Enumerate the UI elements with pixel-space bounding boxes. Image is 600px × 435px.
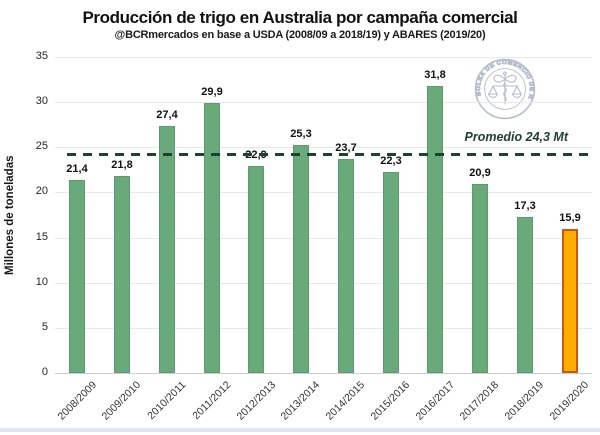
x-tick-label-2015-2016: 2015/2016 [368,379,413,423]
bar-value-label-2016-2017: 31,8 [424,69,446,81]
x-tick-label-2009-2010: 2009/2010 [100,379,144,423]
bar-2012-2013 [248,166,264,373]
bar-2014-2015 [338,159,354,373]
bar-value-label-2010-2011: 27,4 [156,109,178,121]
window-bottom-edge [0,428,600,432]
x-tick-label-2012-2013: 2012/2013 [234,379,278,423]
gridline-20 [55,192,592,193]
average-line-label: Promedio 24,3 Mt [464,130,569,144]
gridline-5 [55,328,592,329]
y-tick-label-10: 10 [35,276,48,288]
y-tick-label-30: 30 [35,95,48,107]
caduceus-and-scales-icon [487,71,523,105]
y-tick-label-35: 35 [35,50,48,62]
bolsa-de-comercio-de-rosario-logo: BOLSA DE COMERCIO DE ROSARIO [474,58,536,120]
bar-2017-2018 [472,184,488,373]
bar-value-label-2013-2014: 25,3 [290,128,312,140]
y-tick-label-5: 5 [41,321,48,333]
bar-2016-2017 [427,86,443,373]
bar-2015-2016 [383,172,399,373]
x-tick-label-2010-2011: 2010/2011 [145,379,189,423]
gridline-35 [55,57,592,58]
bar-2019-2020 [562,229,578,373]
bar-value-label-2008-2009: 21,4 [66,163,88,175]
x-tick-label-2014-2015: 2014/2015 [323,379,368,423]
bar-2009-2010 [114,176,130,373]
x-tick-label-2018-2019: 2018/2019 [502,379,547,423]
bar-value-label-2019-2020: 15,9 [559,212,581,224]
average-line [67,153,592,156]
bar-value-label-2009-2010: 21,8 [111,159,133,171]
x-tick-label-2013-2014: 2013/2014 [279,379,323,423]
y-axis-title: Millones de toneladas [4,155,16,275]
gridline-25 [55,147,592,148]
x-tick-label-2017-2018: 2017/2018 [458,379,502,423]
y-tick-label-20: 20 [35,185,48,197]
bar-value-label-2015-2016: 22,3 [380,155,402,167]
y-tick-label-15: 15 [35,231,48,243]
bar-2011-2012 [204,103,220,373]
bar-value-label-2011-2012: 29,9 [201,86,223,98]
bar-2010-2011 [159,126,175,373]
gridline-30 [55,102,592,103]
x-tick-label-2016-2017: 2016/2017 [413,379,457,423]
gridline-10 [55,283,592,284]
y-tick-label-0: 0 [41,366,48,378]
x-axis-line [55,373,592,374]
x-tick-label-2019-2020: 2019/2020 [547,379,592,423]
gridline-15 [55,238,592,239]
chart-subtitle: @BCRmercados en base a USDA (2008/09 a 2… [114,29,486,41]
x-tick-label-2008-2009: 2008/2009 [55,379,99,423]
bar-2008-2009 [69,180,85,373]
bar-2018-2019 [517,217,533,373]
bar-2013-2014 [293,145,309,373]
bar-value-label-2014-2015: 23,7 [335,142,357,154]
y-tick-label-25: 25 [35,140,48,152]
bar-value-label-2018-2019: 17,3 [514,200,536,212]
bar-value-label-2017-2018: 20,9 [469,167,491,179]
x-tick-label-2011-2012: 2011/2012 [190,379,234,423]
chart-title: Producción de trigo en Australia por cam… [82,8,518,27]
